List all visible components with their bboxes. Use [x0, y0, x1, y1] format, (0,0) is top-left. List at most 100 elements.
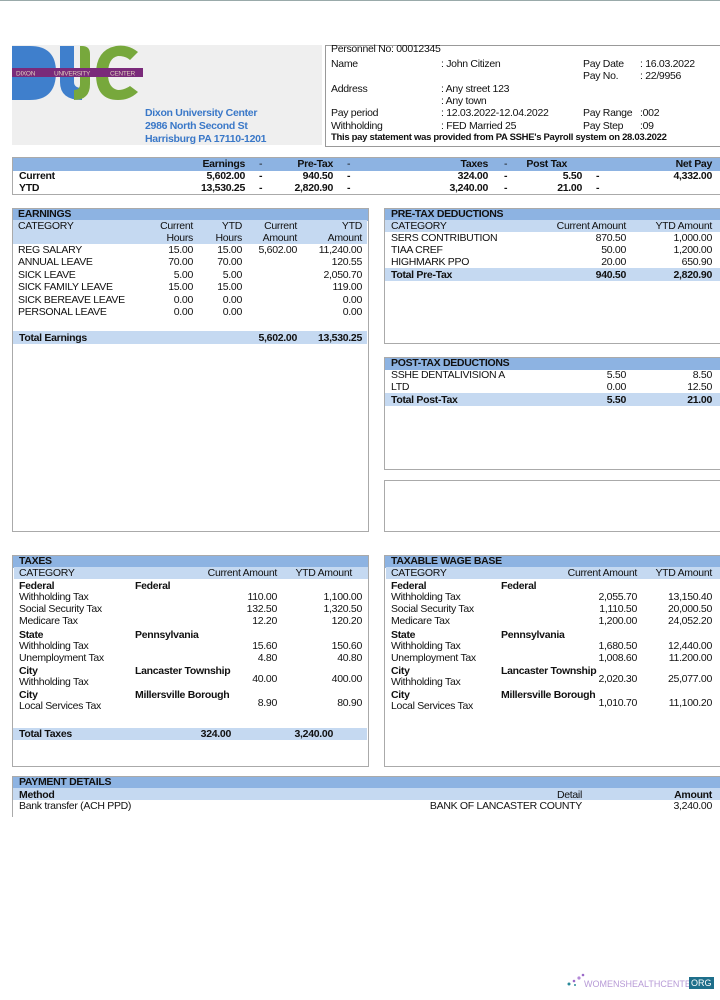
earnings-value: 15.00	[168, 244, 193, 256]
earnings-value: 119.00	[332, 281, 362, 294]
wagebase-group-level: City	[391, 665, 410, 677]
wagebase-group-level: City	[391, 689, 410, 702]
posttax-title: POST-TAX DEDUCTIONS	[391, 357, 510, 369]
payment-col-method: Method	[19, 789, 55, 801]
pretax-value: 650.90	[681, 256, 713, 268]
taxes-group-name: Lancaster Township	[135, 665, 231, 677]
taxes-ytd: 120.20	[331, 615, 363, 628]
earnings-value: 5,602.00	[258, 244, 298, 256]
withholding-label: Withholding	[331, 120, 383, 132]
wagebase-ytd: 12,440.00	[667, 639, 712, 652]
posttax-value: 12.50	[687, 381, 712, 393]
taxes-group-level: Federal	[19, 580, 55, 592]
posttax-value: 5.50	[606, 369, 627, 381]
wagebase-ytd: 11.200.00	[668, 651, 713, 664]
earnings-category: ANNUAL LEAVE	[18, 256, 93, 269]
taxes-title: TAXES	[19, 555, 52, 567]
summary-ytd-pretax: 2,820.90	[294, 182, 334, 194]
address-line1: : Any street 123	[441, 83, 510, 95]
wagebase-group-level: Federal	[391, 580, 427, 592]
wagebase-current: 1,200.00	[598, 615, 638, 628]
posttax-value: 8.50	[692, 369, 713, 381]
earnings-col-header: CATEGORY	[18, 220, 74, 232]
payment-title: PAYMENT DETAILS	[19, 776, 112, 788]
employee-info-box	[325, 45, 720, 147]
wagebase-current: 1,010.70	[598, 697, 638, 710]
pay-date-value: : 16.03.2022	[640, 58, 695, 70]
earnings-header-band	[13, 220, 367, 244]
taxes-item: Withholding Tax	[19, 639, 89, 652]
pay-period-label: Pay period	[331, 107, 379, 119]
earnings-total-band	[13, 331, 367, 344]
pay-date-label: Pay Date	[583, 58, 624, 70]
earnings-category: REG SALARY	[18, 244, 82, 256]
pretax-value: 50.00	[601, 244, 626, 256]
wagebase-ytd: 20,000.50	[667, 603, 712, 616]
summary-dash: -	[259, 170, 263, 182]
taxes-group-name: Pennsylvania	[135, 628, 199, 641]
earnings-value: 15.00	[217, 244, 242, 256]
taxes-item: Medicare Tax	[19, 615, 78, 628]
company-city: Harrisburg PA 17110-1201	[145, 133, 267, 145]
payment-header-band	[13, 788, 720, 800]
statement-notice: This pay statement was provided from PA …	[331, 132, 667, 143]
pretax-value: 1,200.00	[673, 244, 713, 256]
pay-step-label: Pay Step	[583, 120, 624, 132]
summary-row-label: YTD	[19, 182, 40, 194]
earnings-value: 120.55	[331, 256, 363, 269]
pretax-col-header: YTD Amount	[655, 220, 712, 232]
earnings-value: 11,240.00	[318, 244, 363, 256]
name-value: : John Citizen	[441, 58, 501, 70]
earnings-value: 0.00	[173, 306, 194, 318]
summary-dash: -	[596, 182, 600, 194]
summary-dash: -	[504, 182, 508, 194]
earnings-total-ytd: 13,530.25	[317, 332, 362, 344]
earnings-value: 70.00	[168, 256, 193, 269]
earnings-value: 70.00	[217, 256, 242, 269]
wagebase-item: Withholding Tax	[391, 591, 461, 603]
duc-logo: DIXON UNIVERSITY CENTER	[12, 45, 143, 100]
payment-amount: 3,240.00	[673, 800, 713, 812]
posttax-value: LTD	[391, 381, 410, 393]
summary-current-netpay: 4,332.00	[673, 170, 713, 182]
pretax-value: 870.50	[595, 232, 627, 244]
wagebase-current: 2,020.30	[598, 673, 638, 685]
summary-dash: -	[259, 182, 263, 194]
summary-dash: -	[504, 170, 508, 182]
taxes-current: 8.90	[257, 697, 278, 710]
pretax-col-header: Current Amount	[556, 220, 627, 232]
earnings-value: 0.00	[222, 306, 243, 318]
pay-no-label: Pay No.	[583, 70, 619, 82]
posttax-total: Total Post-Tax	[391, 394, 458, 406]
wagebase-group-name: Lancaster Township	[501, 665, 597, 677]
pretax-total: 2,820.90	[673, 269, 713, 281]
pretax-col-header: CATEGORY	[391, 220, 447, 232]
taxes-item: Local Services Tax	[19, 700, 101, 713]
payment-col-detail: Detail	[556, 789, 582, 801]
payment-detail: BANK OF LANCASTER COUNTY	[429, 800, 582, 812]
summary-dash: -	[596, 170, 600, 182]
wagebase-title: TAXABLE WAGE BASE	[391, 555, 502, 567]
pretax-value: SERS CONTRIBUTION	[391, 232, 498, 244]
taxes-col-header: Current Amount	[207, 567, 278, 579]
wagebase-col-header: CATEGORY	[391, 567, 447, 579]
wage-base-box	[384, 555, 720, 767]
divider	[0, 0, 720, 1]
wagebase-item: Withholding Tax	[391, 676, 461, 688]
taxes-current: 4.80	[257, 651, 278, 664]
summary-header-netpay: Net Pay	[675, 158, 713, 170]
summary-current-posttax: 5.50	[562, 170, 583, 182]
summary-box	[12, 157, 720, 195]
taxes-ytd: 150.60	[331, 639, 363, 652]
wagebase-header-band	[386, 567, 720, 579]
summary-dash: -	[347, 158, 351, 170]
pretax-header-band	[385, 220, 720, 232]
summary-current-earnings: 5,602.00	[206, 170, 246, 182]
taxes-group-name: Millersville Borough	[135, 689, 230, 702]
logo-word: CENTER	[110, 71, 136, 78]
pretax-title: PRE-TAX DEDUCTIONS	[391, 208, 504, 220]
earnings-category: SICK FAMILY LEAVE	[18, 281, 113, 294]
pay-range-value: :002	[640, 107, 660, 119]
earnings-value: 5.00	[222, 268, 243, 281]
summary-dash: -	[347, 182, 351, 194]
